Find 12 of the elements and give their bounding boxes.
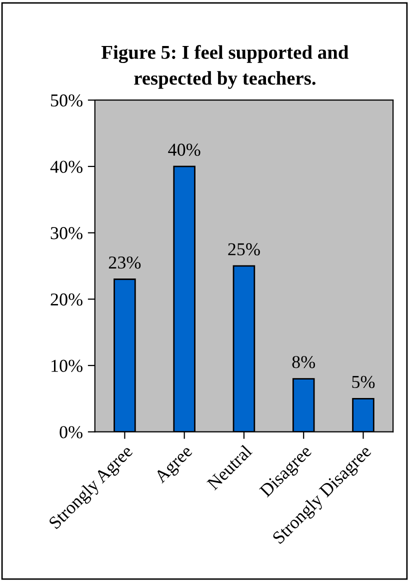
data-label: 40% xyxy=(168,144,200,156)
data-label: 23% xyxy=(108,256,141,269)
y-tick-label: 0% xyxy=(60,426,82,438)
y-tick-label: 30% xyxy=(50,227,82,240)
data-label: 25% xyxy=(228,243,260,256)
y-tick-label: 10% xyxy=(52,360,82,372)
data-label: 5% xyxy=(352,376,375,388)
y-tick-label: 50% xyxy=(51,94,82,107)
data-label: 8% xyxy=(292,356,316,368)
y-tick-label: 40% xyxy=(50,160,82,173)
chart-title: Figure 5: I feel supported and respected by teachers. xyxy=(101,45,349,89)
y-tick-label: 20% xyxy=(50,293,82,306)
